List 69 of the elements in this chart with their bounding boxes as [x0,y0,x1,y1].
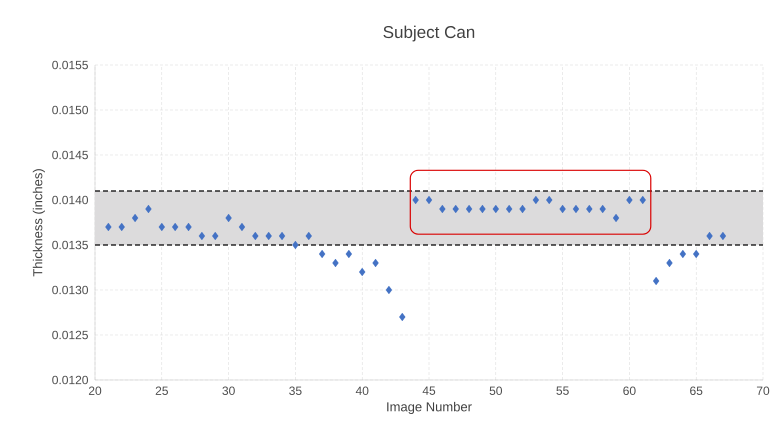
point [532,196,540,204]
point [252,232,259,240]
point [212,232,218,240]
point [640,196,646,204]
y-tick-label: 0.0155 [52,60,88,70]
y-tick-label: 0.0145 [52,150,88,160]
point [479,204,486,214]
x-tick-label: 35 [289,386,302,396]
x-tick-label: 60 [623,386,636,396]
point [359,268,366,276]
point [692,250,700,258]
x-tick-label: 30 [222,386,235,396]
point [439,204,446,214]
point [172,222,178,232]
y-tick-label: 0.0150 [52,106,88,114]
point [265,232,272,240]
point [158,222,166,232]
x-tick-label: 65 [690,386,702,396]
point [492,204,499,214]
point [559,204,566,214]
point [346,250,352,258]
point [185,222,192,232]
x-tick-label: 55 [556,386,569,395]
point [198,232,206,240]
point [332,258,339,268]
x-tick-label: 70 [756,386,770,396]
point [466,204,472,214]
point [720,232,726,240]
y-tick-label: 0.0125 [52,330,88,340]
point [519,204,526,214]
chart-title: Subject Can [383,26,474,42]
point [572,204,580,214]
point [145,204,152,214]
x-tick-label: 25 [156,386,168,396]
point [292,240,299,250]
x-tick-label: 50 [490,386,502,396]
point [586,204,593,214]
point [118,222,125,232]
point [278,232,286,240]
point [132,214,138,222]
point [105,222,112,232]
point [452,204,459,214]
point [612,214,620,222]
point [372,258,379,268]
x-tick-label: 45 [422,386,436,395]
y-axis-title: Thickness (inches) [32,169,45,276]
point [318,250,326,258]
point [706,232,713,240]
point [225,214,232,222]
point [412,196,419,204]
y-tick-label: 0.0120 [52,376,88,384]
x-axis-title: Image Number [387,402,472,414]
point [599,204,606,214]
point [652,276,660,286]
y-tick-label: 0.0135 [52,240,88,250]
x-tick-label: 20 [88,386,102,396]
point [386,286,392,294]
point [626,196,633,204]
point [399,312,406,322]
point [546,196,552,204]
point [426,196,432,204]
point [306,232,312,240]
y-tick-label: 0.0140 [52,196,88,204]
x-tick-label: 40 [356,386,368,396]
point [666,258,673,268]
point [238,222,246,232]
y-tick-label: 0.0130 [52,286,88,294]
point [506,204,512,214]
point [680,250,686,258]
